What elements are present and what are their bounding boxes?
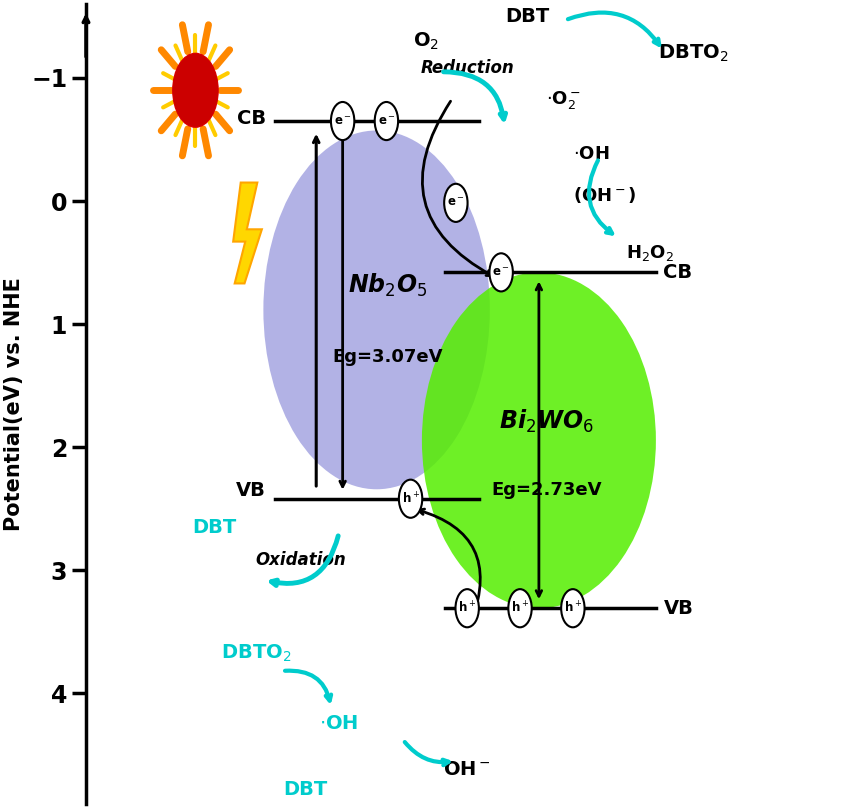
- Ellipse shape: [421, 272, 655, 608]
- Text: DBT: DBT: [283, 780, 327, 798]
- Text: Oxidation: Oxidation: [256, 551, 346, 570]
- Text: H$_2$O$_2$: H$_2$O$_2$: [625, 242, 673, 263]
- Text: Eg=3.07eV: Eg=3.07eV: [333, 347, 442, 366]
- Text: Bi$_2$WO$_6$: Bi$_2$WO$_6$: [498, 408, 593, 436]
- Text: h$^+$: h$^+$: [457, 600, 476, 616]
- Circle shape: [489, 253, 512, 292]
- Text: (OH$^-$): (OH$^-$): [572, 185, 636, 205]
- Text: OH$^-$: OH$^-$: [443, 760, 490, 779]
- Text: Reduction: Reduction: [419, 59, 513, 77]
- Text: DBTO$_2$: DBTO$_2$: [220, 643, 290, 664]
- Text: O$_2$: O$_2$: [412, 31, 438, 52]
- Circle shape: [331, 102, 354, 140]
- Text: DBT: DBT: [505, 7, 549, 26]
- Circle shape: [560, 589, 584, 627]
- Text: CB: CB: [236, 109, 265, 128]
- Circle shape: [374, 102, 398, 140]
- Text: $\cdot$OH: $\cdot$OH: [319, 714, 358, 734]
- Text: e$^-$: e$^-$: [492, 266, 510, 279]
- Text: h$^+$: h$^+$: [401, 491, 419, 507]
- Text: e$^-$: e$^-$: [446, 196, 464, 209]
- Text: h$^+$: h$^+$: [511, 600, 528, 616]
- Text: e$^-$: e$^-$: [377, 115, 395, 128]
- Circle shape: [444, 183, 467, 222]
- Text: DBTO$_2$: DBTO$_2$: [657, 43, 728, 64]
- Text: Eg=2.73eV: Eg=2.73eV: [490, 481, 601, 499]
- Circle shape: [455, 589, 479, 627]
- Polygon shape: [233, 183, 262, 284]
- Text: e$^-$: e$^-$: [333, 115, 351, 128]
- Text: VB: VB: [663, 599, 692, 618]
- Circle shape: [508, 589, 531, 627]
- Text: $\cdot$O$_2^-$: $\cdot$O$_2^-$: [546, 89, 581, 112]
- Circle shape: [398, 480, 422, 518]
- Text: VB: VB: [235, 481, 265, 499]
- Text: Nb$_2$O$_5$: Nb$_2$O$_5$: [348, 271, 427, 299]
- Text: h$^+$: h$^+$: [563, 600, 582, 616]
- Text: CB: CB: [663, 263, 692, 282]
- Ellipse shape: [263, 130, 490, 490]
- Text: $\cdot$OH: $\cdot$OH: [572, 145, 609, 163]
- Y-axis label: Potential(eV) vs. NHE: Potential(eV) vs. NHE: [4, 277, 24, 531]
- Circle shape: [172, 53, 218, 127]
- Circle shape: [173, 55, 217, 126]
- Text: DBT: DBT: [192, 518, 236, 537]
